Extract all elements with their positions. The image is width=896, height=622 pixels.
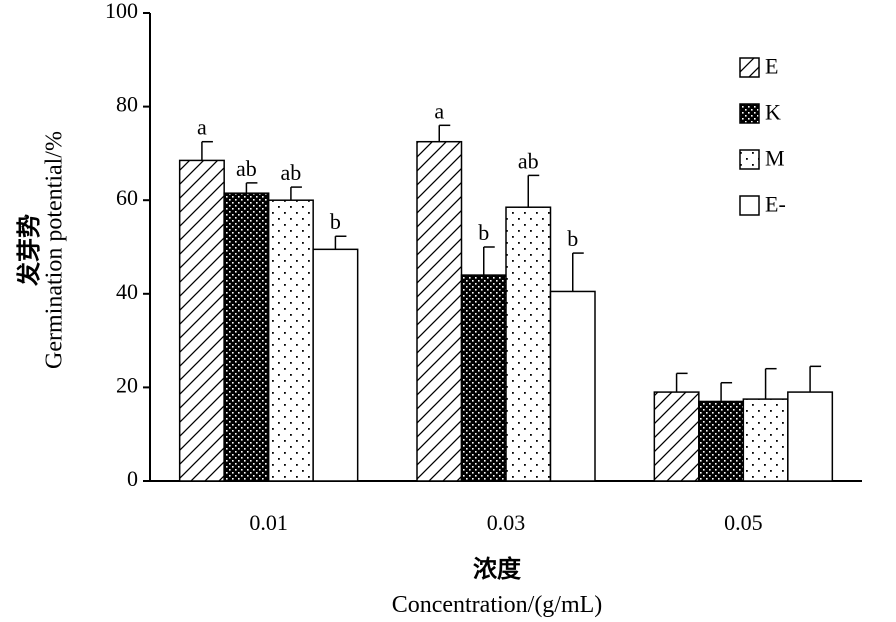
significance-letter: ab	[281, 160, 302, 185]
legend-swatch-E	[739, 57, 760, 78]
significance-letter: b	[567, 226, 578, 251]
bar-E-0.01	[178, 159, 225, 482]
significance-letter: ab	[236, 156, 257, 181]
significance-letter: b	[330, 209, 341, 234]
bar-K-0.05	[698, 400, 745, 482]
bar-E--0.01	[312, 248, 359, 482]
legend-label-E-: E-	[765, 192, 786, 217]
y-tick-label: 80	[116, 92, 138, 117]
significance-letter: a	[197, 115, 207, 140]
legend-swatch-K	[739, 103, 760, 124]
legend: EKM E-	[739, 54, 786, 217]
bar-M-0.01	[267, 199, 314, 482]
x-tick-label: 0.03	[487, 510, 526, 535]
y-axis-title: Germination potential/%	[42, 131, 68, 369]
bar-E-0.05	[653, 391, 700, 482]
y-tick-label: 100	[105, 0, 138, 23]
x-axis-title-cn: 浓度	[473, 555, 522, 583]
legend-label-E: E	[765, 54, 778, 79]
bar-M-0.05	[742, 398, 789, 482]
y-tick-label: 60	[116, 185, 138, 210]
x-tick-label: 0.05	[724, 510, 763, 535]
y-tick-label: 20	[116, 372, 138, 397]
legend-swatch-E-	[739, 195, 760, 216]
x-tick-label: 0.01	[249, 510, 288, 535]
bar-K-0.03	[460, 274, 507, 482]
legend-swatch-M	[739, 149, 760, 170]
bar-E--0.05	[787, 391, 834, 482]
bar-E-0.03	[416, 140, 463, 482]
x-axis-title: Concentration/(g/mL)	[392, 592, 603, 618]
legend-label-M: M	[765, 146, 785, 171]
significance-letter: b	[478, 220, 489, 245]
y-tick-label: 40	[116, 279, 138, 304]
bar-K-0.01	[223, 192, 270, 482]
significance-letter: ab	[518, 148, 539, 173]
significance-letter: a	[434, 98, 444, 123]
y-tick-label: 0	[127, 466, 138, 491]
legend-label-K: K	[765, 100, 781, 125]
bar-E--0.03	[549, 290, 596, 482]
bar-M-0.03	[505, 206, 552, 482]
y-axis-title-cn: 发芽势	[15, 214, 43, 287]
